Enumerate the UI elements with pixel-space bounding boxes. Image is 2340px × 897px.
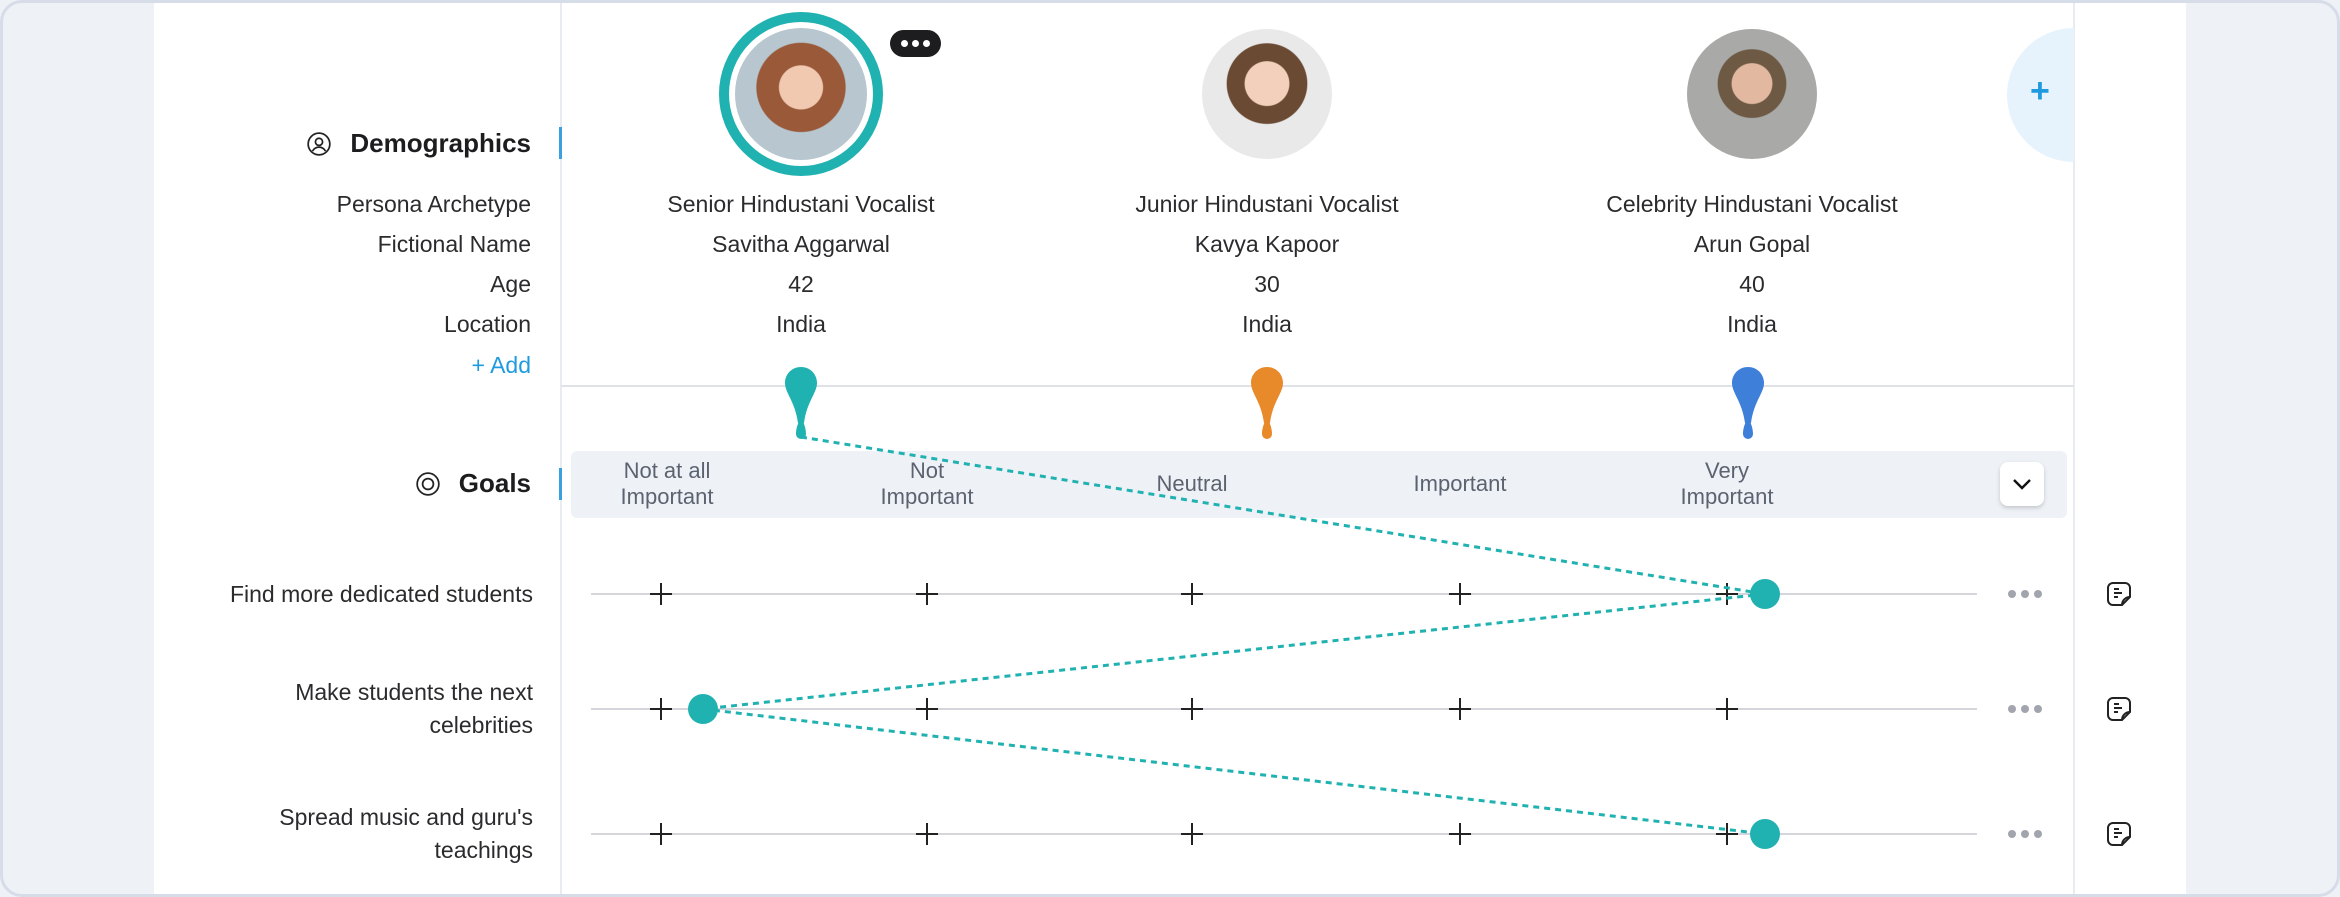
sticky-note-icon[interactable] — [2106, 821, 2132, 847]
section-divider — [561, 385, 2074, 387]
field-label-archetype: Persona Archetype — [336, 191, 531, 217]
goal-label[interactable]: Find more dedicated students — [230, 578, 533, 611]
add-field-button[interactable]: + Add — [471, 352, 531, 378]
section-accent — [559, 127, 562, 159]
persona-archetype[interactable]: Senior Hindustani Vocalist — [667, 191, 935, 217]
scale-label: Neutral — [1092, 471, 1292, 497]
more-dots-icon[interactable] — [2008, 830, 2042, 838]
persona-archetype[interactable]: Celebrity Hindustani Vocalist — [1606, 191, 1898, 217]
scale-label: Not Important — [827, 458, 1027, 510]
scale-label-line: Important — [1413, 471, 1507, 496]
persona-avatar[interactable] — [1202, 29, 1332, 159]
persona-avatar[interactable] — [735, 28, 867, 160]
scale-label-line: Very — [1704, 458, 1750, 483]
scale-label-line: Neutral — [1156, 471, 1228, 496]
field-label-location: Location — [444, 311, 531, 337]
column-divider — [2073, 3, 2075, 894]
scale-label-line: Important — [880, 484, 974, 509]
scale-label-line: Not at all — [623, 458, 711, 483]
column-divider — [560, 3, 562, 894]
persona-age[interactable]: 40 — [1739, 271, 1765, 297]
chevron-down-icon — [2013, 479, 2031, 490]
scale-label-line: Not — [909, 458, 945, 483]
goal-label-line: celebrities — [429, 712, 533, 738]
sticky-note-icon[interactable] — [2106, 696, 2132, 722]
persona-name[interactable]: Savitha Aggarwal — [712, 231, 890, 257]
goal-label-line: teachings — [434, 837, 533, 863]
goal-label[interactable]: Spread music and guru's teachings — [279, 801, 533, 867]
goal-label[interactable]: Make students the next celebrities — [295, 676, 533, 742]
field-label-name: Fictional Name — [377, 231, 531, 257]
goal-label-line: Spread music and guru's — [279, 804, 533, 830]
persona-name[interactable]: Kavya Kapoor — [1194, 231, 1340, 257]
scale-label-line: Important — [1680, 484, 1774, 509]
scale-label-line: Important — [620, 484, 714, 509]
target-icon — [416, 471, 440, 496]
persona-age[interactable]: 30 — [1254, 271, 1280, 297]
sticky-note-icon[interactable] — [2106, 581, 2132, 607]
scale-label: Very Important — [1627, 458, 1827, 510]
scale-label: Not at all Important — [567, 458, 767, 510]
scale-label: Important — [1360, 471, 1560, 497]
persona-location[interactable]: India — [1727, 311, 1777, 337]
persona-name[interactable]: Arun Gopal — [1693, 231, 1811, 257]
user-circle-icon — [307, 131, 332, 156]
goal-label-line: Make students the next — [295, 679, 533, 705]
scale-dropdown-button[interactable] — [2000, 462, 2044, 506]
importance-scale-header — [571, 451, 2067, 518]
persona-avatar[interactable] — [1687, 29, 1817, 159]
more-dots-icon[interactable] — [2008, 705, 2042, 713]
field-label-age: Age — [490, 271, 531, 297]
goal-label-line: Find more dedicated students — [229, 581, 533, 607]
more-dots-icon[interactable] — [2008, 590, 2042, 598]
persona-location[interactable]: India — [1242, 311, 1292, 337]
plus-icon[interactable]: + — [2030, 72, 2050, 110]
section-accent — [559, 468, 562, 500]
persona-menu-button[interactable] — [890, 30, 941, 57]
demographics-heading: Demographics — [306, 128, 531, 159]
persona-archetype[interactable]: Junior Hindustani Vocalist — [1135, 191, 1399, 217]
goals-heading: Goals — [415, 468, 531, 499]
persona-location[interactable]: India — [776, 311, 826, 337]
persona-age[interactable]: 42 — [788, 271, 814, 297]
